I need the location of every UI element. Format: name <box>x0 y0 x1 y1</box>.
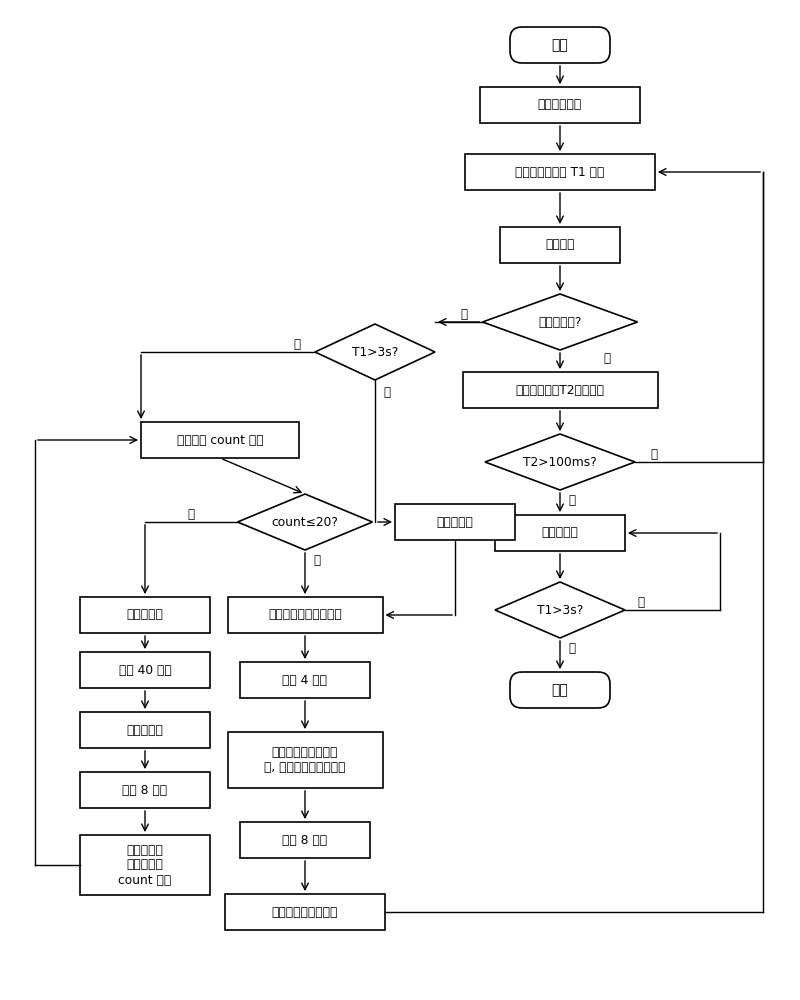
Text: 驱动板上电: 驱动板上电 <box>126 724 163 736</box>
FancyBboxPatch shape <box>510 27 610 63</box>
Text: 驱动板下电: 驱动板下电 <box>126 608 163 621</box>
Polygon shape <box>315 324 435 380</box>
Text: 整车上电计时器 T1 计时: 整车上电计时器 T1 计时 <box>515 165 605 178</box>
Text: 是: 是 <box>568 642 575 654</box>
Bar <box>462 372 658 408</box>
Text: T1>3s?: T1>3s? <box>537 603 583 616</box>
Polygon shape <box>238 494 373 550</box>
Text: 否: 否 <box>650 448 657 460</box>
Bar <box>225 894 385 930</box>
Bar <box>395 504 515 540</box>
Text: 延时 8 毫秒: 延时 8 毫秒 <box>282 834 327 846</box>
Bar <box>227 597 382 633</box>
Text: 故障检测: 故障检测 <box>546 238 574 251</box>
Bar <box>240 822 370 858</box>
Text: 输出无故障: 输出无故障 <box>542 526 578 540</box>
Text: count≤20?: count≤20? <box>271 516 338 528</box>
Text: 是: 是 <box>383 385 390 398</box>
Bar <box>80 712 210 748</box>
Text: 延时 40 毫秒: 延时 40 毫秒 <box>118 664 171 676</box>
Text: 结束驱动故障复位动
作, 进行总故障复位动作: 结束驱动故障复位动 作, 进行总故障复位动作 <box>264 746 346 774</box>
Text: 输出有故障: 输出有故障 <box>437 516 474 528</box>
Bar <box>480 87 640 123</box>
Text: 整车启动请求: 整车启动请求 <box>538 99 582 111</box>
Bar <box>227 732 382 788</box>
Bar <box>500 227 620 263</box>
Text: 否: 否 <box>293 338 300 351</box>
Polygon shape <box>495 582 625 638</box>
Text: 复位计数 count 增加: 复位计数 count 增加 <box>177 434 263 446</box>
Text: 无: 无 <box>604 352 610 364</box>
Text: 是: 是 <box>313 554 320 566</box>
Bar <box>80 835 210 895</box>
Bar <box>495 515 625 551</box>
Text: 有驱动故障?: 有驱动故障? <box>538 316 582 328</box>
Polygon shape <box>485 434 635 490</box>
Text: 结束: 结束 <box>552 683 568 697</box>
Text: 否: 否 <box>188 508 194 520</box>
FancyBboxPatch shape <box>510 672 610 708</box>
Bar <box>80 772 210 808</box>
Text: 延时 4 毫秒: 延时 4 毫秒 <box>282 674 327 686</box>
Text: 结束总故障复位动作: 结束总故障复位动作 <box>272 906 338 918</box>
Text: 是: 是 <box>568 493 575 506</box>
Text: T2>100ms?: T2>100ms? <box>523 456 597 468</box>
Text: 延时 8 毫秒: 延时 8 毫秒 <box>122 784 167 796</box>
Bar <box>141 422 299 458</box>
Bar <box>465 154 655 190</box>
Bar <box>80 652 210 688</box>
Text: 有: 有 <box>460 308 467 320</box>
Bar <box>240 662 370 698</box>
Text: 开始: 开始 <box>552 38 568 52</box>
Text: 进行驱动故障复位动作: 进行驱动故障复位动作 <box>268 608 342 621</box>
Text: T1>3s?: T1>3s? <box>352 346 398 359</box>
Text: 完成驱动板
重启动作，
count 清零: 完成驱动板 重启动作， count 清零 <box>118 844 172 886</box>
Text: 否: 否 <box>637 595 644 608</box>
Polygon shape <box>482 294 638 350</box>
Bar <box>80 597 210 633</box>
Text: 无故障计时器T2计时增加: 无故障计时器T2计时增加 <box>515 383 605 396</box>
